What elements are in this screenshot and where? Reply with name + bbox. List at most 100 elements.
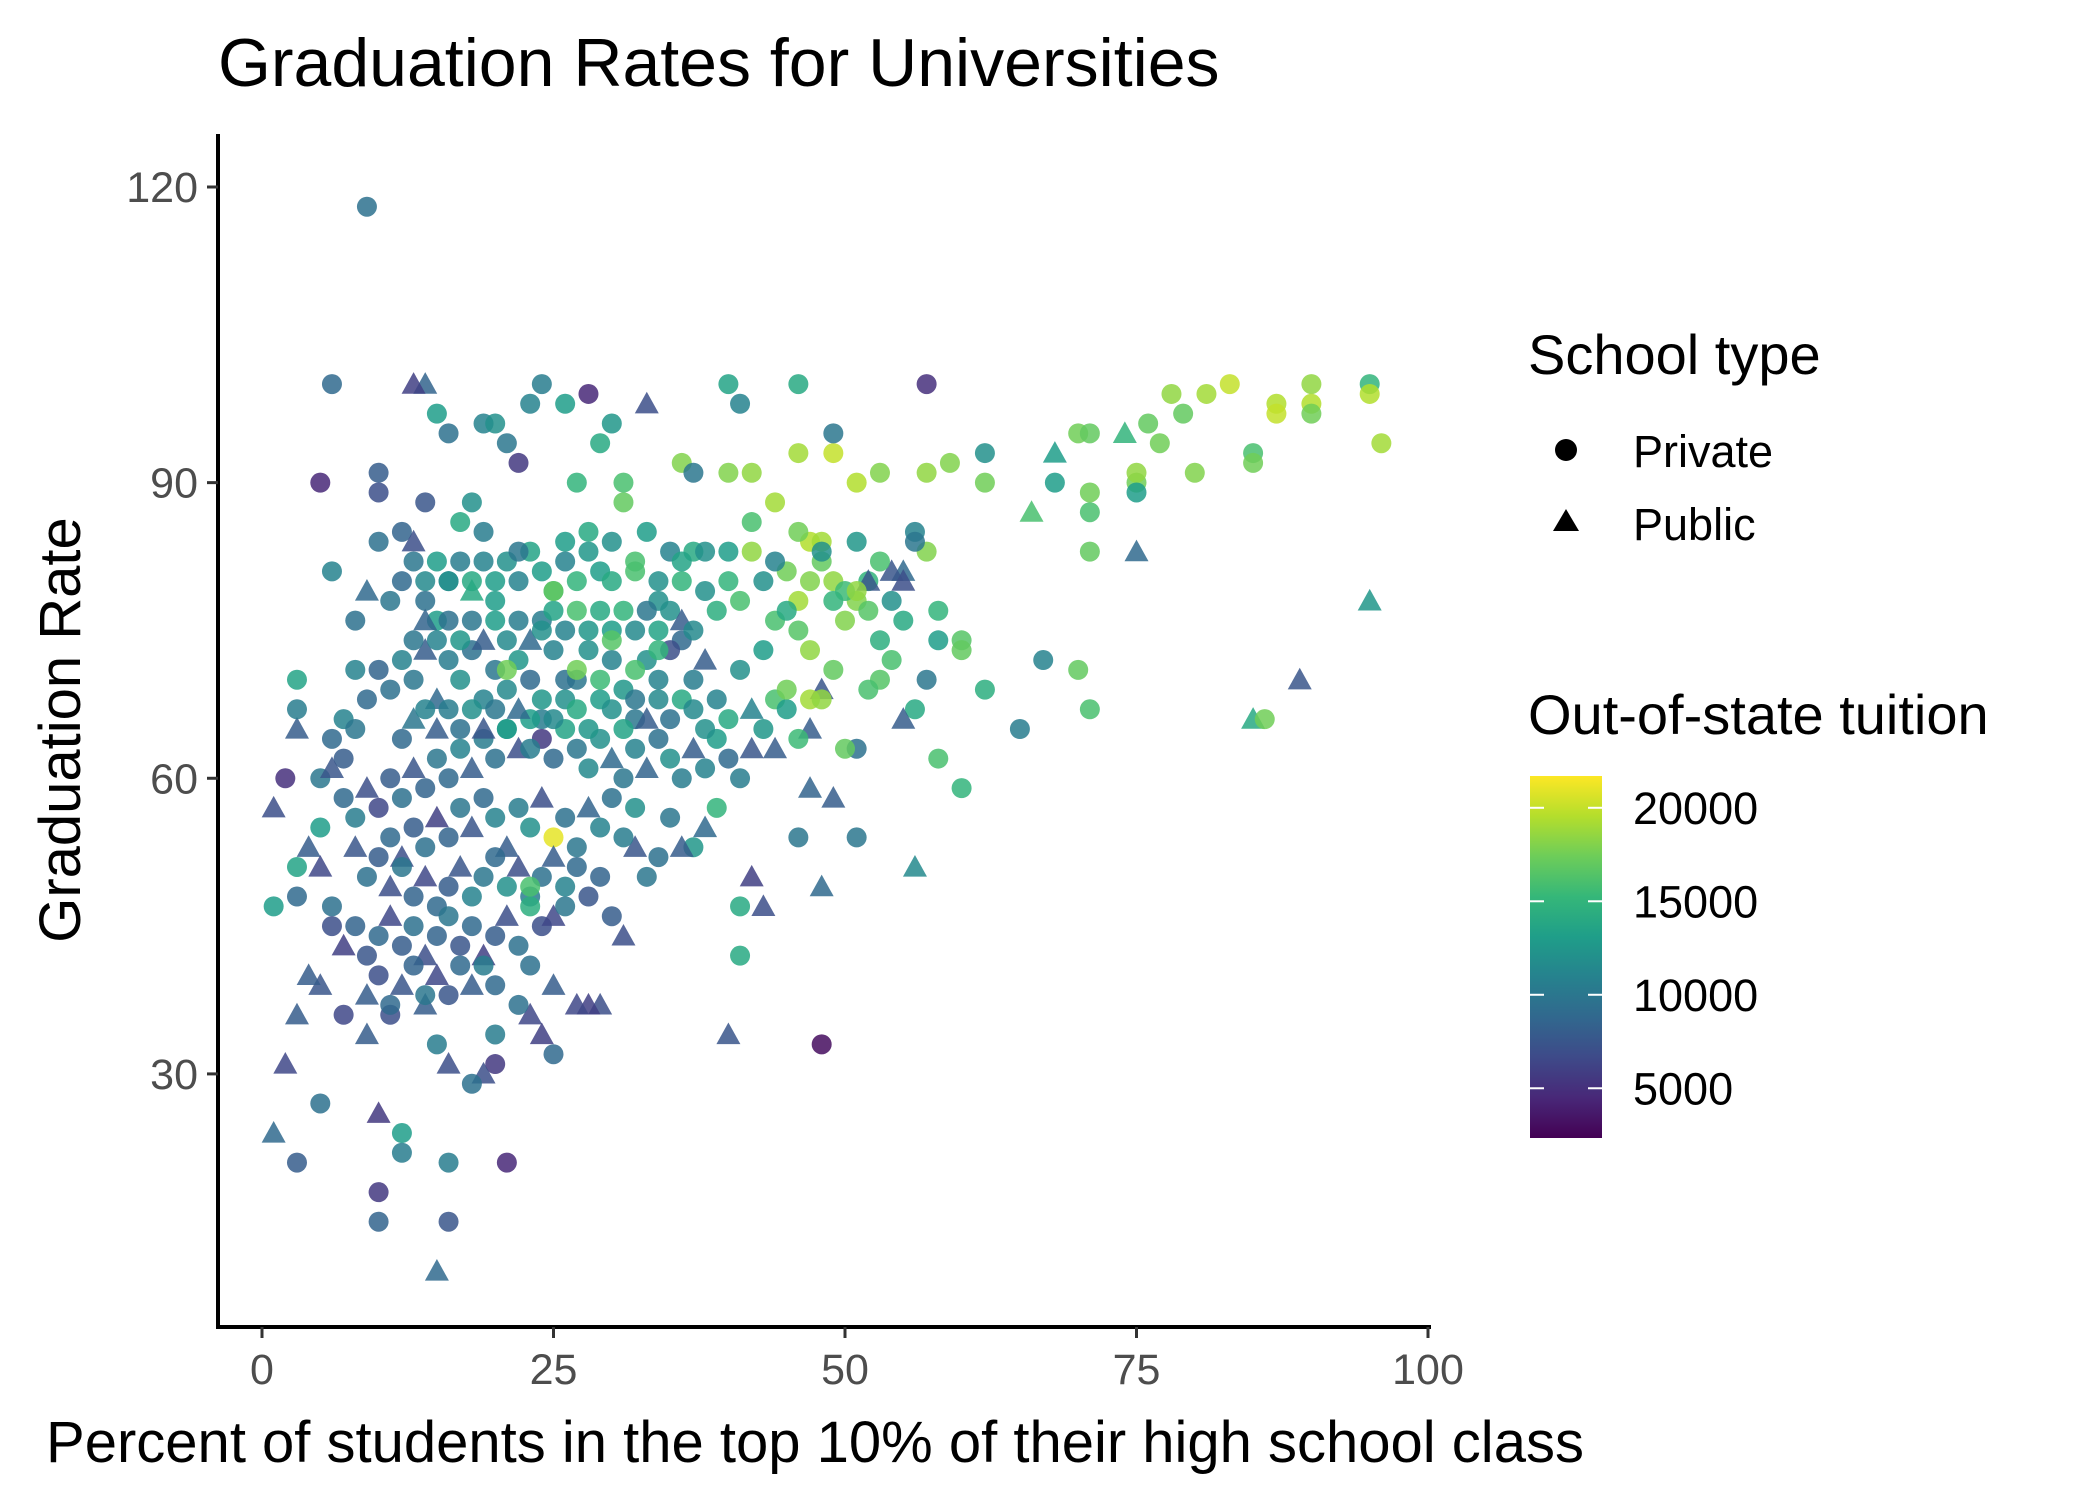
data-point-private bbox=[706, 797, 727, 818]
data-point-private bbox=[613, 768, 634, 789]
data-point-public bbox=[541, 845, 566, 867]
data-point-private bbox=[706, 689, 727, 710]
data-point-private bbox=[1126, 482, 1147, 503]
data-point-private bbox=[391, 571, 412, 592]
data-point-private bbox=[776, 600, 797, 621]
data-point-public bbox=[378, 904, 403, 926]
legend-public-icon bbox=[1553, 509, 1579, 531]
data-point-private bbox=[403, 955, 424, 976]
data-point-private bbox=[543, 709, 564, 730]
data-point-public bbox=[739, 697, 764, 719]
data-point-private bbox=[741, 541, 762, 562]
data-point-public bbox=[401, 756, 426, 779]
data-point-private bbox=[450, 630, 471, 651]
data-point-private bbox=[590, 817, 611, 838]
data-point-private bbox=[660, 807, 681, 828]
data-point-private bbox=[426, 403, 447, 424]
data-point-private bbox=[391, 1142, 412, 1163]
data-point-public bbox=[506, 854, 531, 877]
data-point-private bbox=[368, 925, 389, 946]
data-point-public bbox=[413, 638, 438, 660]
data-point-private bbox=[473, 955, 494, 976]
data-point-public bbox=[1112, 421, 1137, 443]
data-point-private bbox=[625, 620, 646, 641]
data-point-private bbox=[286, 856, 307, 877]
data-point-private bbox=[520, 738, 541, 759]
data-point-private bbox=[473, 787, 494, 808]
data-point-private bbox=[333, 748, 354, 769]
data-point-private bbox=[613, 600, 634, 621]
data-point-public bbox=[308, 854, 333, 877]
y-tick-label: 120 bbox=[126, 164, 198, 212]
colorbar bbox=[1530, 776, 1602, 1138]
data-point-public bbox=[1042, 441, 1067, 463]
data-point-public bbox=[564, 992, 589, 1015]
data-point-private bbox=[753, 640, 774, 661]
data-point-private bbox=[974, 443, 995, 464]
data-point-public bbox=[354, 983, 379, 1005]
data-point-private bbox=[916, 669, 937, 690]
data-point-public bbox=[681, 736, 706, 759]
data-point-private bbox=[450, 719, 471, 739]
data-point-private bbox=[601, 531, 622, 552]
data-point-public bbox=[424, 1259, 449, 1281]
data-point-private bbox=[391, 1123, 412, 1144]
data-point-public bbox=[296, 835, 321, 857]
data-point-private bbox=[543, 748, 564, 769]
data-point-private bbox=[1161, 383, 1182, 404]
data-point-public bbox=[529, 785, 554, 808]
data-point-private bbox=[1243, 452, 1264, 473]
data-point-public bbox=[296, 963, 321, 985]
data-point-public bbox=[739, 736, 764, 759]
data-point-private bbox=[485, 807, 506, 828]
data-point-private bbox=[496, 433, 517, 454]
data-point-private bbox=[718, 571, 739, 592]
data-point-private bbox=[543, 581, 564, 602]
data-point-private bbox=[683, 699, 704, 720]
x-axis-ticks: 0 25 50 75 100 bbox=[250, 1327, 1464, 1394]
data-point-private bbox=[426, 925, 447, 946]
data-point-private bbox=[613, 719, 634, 739]
data-point-private bbox=[718, 541, 739, 562]
data-point-private bbox=[823, 443, 844, 464]
data-point-private bbox=[1196, 383, 1217, 404]
color-legend-title: Out-of-state tuition bbox=[1528, 683, 1989, 746]
data-point-public bbox=[693, 648, 718, 670]
data-point-public bbox=[518, 628, 543, 650]
data-point-private bbox=[566, 699, 587, 720]
data-point-public bbox=[669, 835, 694, 857]
legend-private-label: Private bbox=[1633, 426, 1773, 477]
data-point-private bbox=[835, 610, 855, 631]
data-point-private bbox=[356, 196, 377, 217]
data-point-private bbox=[601, 630, 622, 651]
data-point-private bbox=[1266, 403, 1287, 424]
data-point-public bbox=[413, 608, 438, 631]
data-point-private bbox=[333, 1004, 354, 1025]
data-point-public bbox=[798, 776, 823, 798]
data-point-private bbox=[625, 551, 646, 572]
data-point-private bbox=[321, 561, 342, 582]
data-point-public bbox=[401, 529, 426, 552]
data-point-private bbox=[520, 393, 541, 414]
data-point-private bbox=[485, 1024, 506, 1045]
data-point-private bbox=[928, 748, 949, 769]
data-point-private bbox=[461, 610, 482, 631]
data-point-private bbox=[706, 600, 727, 621]
data-point-private bbox=[578, 640, 599, 661]
data-point-private bbox=[648, 571, 669, 592]
data-point-private bbox=[508, 541, 529, 562]
data-point-private bbox=[391, 521, 412, 542]
data-point-private bbox=[380, 679, 401, 700]
data-point-private bbox=[566, 472, 587, 493]
data-point-private bbox=[625, 738, 646, 759]
data-point-private bbox=[939, 452, 960, 473]
data-point-public bbox=[716, 1022, 741, 1045]
data-point-private bbox=[928, 630, 949, 651]
data-point-public bbox=[366, 1101, 391, 1123]
data-point-private bbox=[485, 610, 506, 631]
data-point-private bbox=[1254, 709, 1275, 730]
data-point-private bbox=[415, 492, 436, 513]
data-point-private bbox=[555, 620, 576, 641]
data-point-private bbox=[450, 738, 471, 759]
data-point-private bbox=[310, 817, 331, 838]
